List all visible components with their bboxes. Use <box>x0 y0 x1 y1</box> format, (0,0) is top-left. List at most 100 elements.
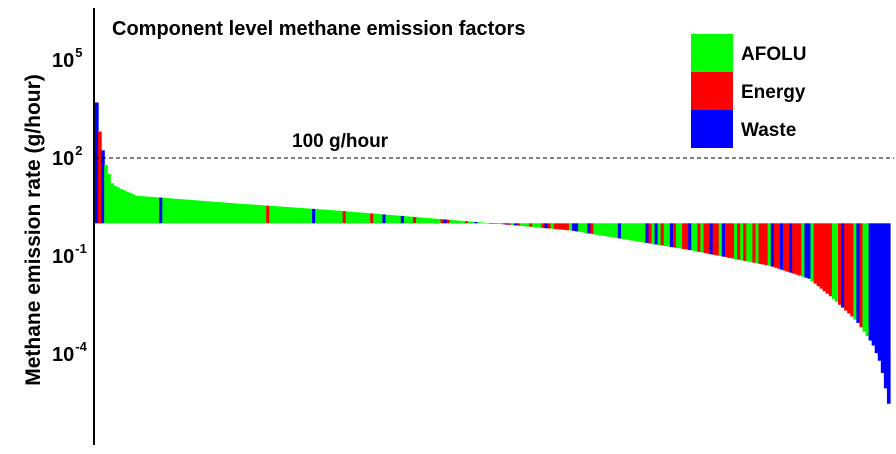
bar-afolu <box>287 207 292 224</box>
bar-afolu <box>134 195 139 224</box>
bar-energy <box>703 223 708 254</box>
bar-afolu <box>296 207 301 224</box>
bar-energy <box>743 223 747 261</box>
bar-afolu <box>605 223 610 237</box>
bar-afolu <box>244 204 249 224</box>
y-tick-label: 10-4 <box>52 339 88 366</box>
bar-waste <box>513 223 518 226</box>
bar-afolu <box>214 201 218 224</box>
bar-energy <box>764 223 769 266</box>
bar-afolu <box>165 198 169 224</box>
bar-afolu <box>125 191 130 224</box>
bar-afolu <box>419 217 423 224</box>
bar-energy <box>752 223 757 263</box>
bar-afolu <box>397 215 402 224</box>
bar-afolu <box>348 211 353 224</box>
bar-energy <box>529 223 533 227</box>
bar-afolu <box>257 205 261 224</box>
bar-energy <box>731 223 735 259</box>
bar-waste <box>880 223 885 373</box>
bar-afolu <box>260 205 264 224</box>
bar-afolu <box>614 223 619 238</box>
bar-afolu <box>718 223 723 257</box>
bar-energy <box>559 223 564 230</box>
bar-afolu <box>351 211 356 224</box>
bar-afolu <box>345 211 350 224</box>
bar-afolu <box>146 196 151 224</box>
bar-afolu <box>416 217 420 224</box>
bar-waste <box>474 221 478 224</box>
bar-afolu <box>205 201 209 224</box>
bar-afolu <box>620 223 625 239</box>
bar-afolu <box>666 223 671 247</box>
bar-afolu <box>477 222 481 224</box>
bar-afolu <box>354 212 359 224</box>
bar-energy <box>342 211 347 224</box>
y-tick-labels: 105 102 10-1 10-4 <box>52 45 88 366</box>
bar-afolu <box>428 218 432 224</box>
bar-waste <box>770 223 775 267</box>
bar-afolu <box>831 223 836 299</box>
bar-energy <box>266 205 270 224</box>
bar-afolu <box>137 195 142 224</box>
bar-afolu <box>611 223 616 238</box>
bar-energy <box>507 223 512 225</box>
bar-waste <box>400 215 405 224</box>
bar-energy <box>501 223 506 225</box>
bar-afolu <box>767 223 772 266</box>
bar-afolu <box>278 206 283 224</box>
bar-afolu <box>510 223 515 226</box>
bar-afolu <box>746 223 750 262</box>
bar-energy <box>776 223 781 269</box>
bar-waste <box>886 223 891 404</box>
bar-afolu <box>437 219 442 224</box>
bar-afolu <box>483 222 487 224</box>
bar-energy <box>859 223 864 328</box>
legend-swatch-afolu <box>691 34 733 72</box>
bar-energy <box>648 223 653 244</box>
bar-afolu <box>357 212 362 224</box>
bar-energy <box>413 216 417 224</box>
legend-label-waste: Waste <box>741 120 796 141</box>
bar-waste <box>575 223 579 232</box>
bar-afolu <box>284 206 289 224</box>
bar-waste <box>645 223 650 244</box>
chart-title: Component level methane emission factors <box>112 18 525 40</box>
y-axis-label: Methane emission rate (g/hour) <box>22 74 45 386</box>
bar-afolu <box>734 223 738 260</box>
bar-waste <box>382 214 387 224</box>
bar-afolu <box>302 208 307 224</box>
bar-energy <box>446 219 451 224</box>
bar-afolu <box>568 223 573 231</box>
bar-energy <box>516 223 521 226</box>
bar-afolu <box>140 196 145 224</box>
bar-afolu <box>865 223 870 337</box>
bar-afolu <box>468 221 472 224</box>
bar-waste <box>159 197 163 224</box>
bar-afolu <box>458 220 463 224</box>
bar-energy <box>737 223 741 260</box>
bar-afolu <box>119 188 124 224</box>
legend-label-afolu: AFOLU <box>741 44 806 65</box>
bar-afolu <box>593 223 598 235</box>
bar-energy <box>847 223 851 314</box>
bar-waste <box>544 223 549 229</box>
bar-waste <box>688 223 692 251</box>
bar-afolu <box>461 221 466 224</box>
bar-afolu <box>226 202 231 224</box>
bar-energy <box>715 223 720 256</box>
bar-energy <box>798 223 802 276</box>
bar-energy <box>541 223 546 228</box>
bar-afolu <box>128 193 133 224</box>
bar-afolu <box>596 223 601 235</box>
bar-afolu <box>642 223 646 243</box>
bar-afolu <box>599 223 604 236</box>
bar-energy <box>706 223 711 254</box>
bar-afolu <box>367 213 371 224</box>
bar-afolu <box>171 198 176 224</box>
bar-waste <box>856 223 861 323</box>
bar-waste <box>95 102 99 224</box>
bar-afolu <box>186 199 191 224</box>
bar-afolu <box>324 209 328 224</box>
